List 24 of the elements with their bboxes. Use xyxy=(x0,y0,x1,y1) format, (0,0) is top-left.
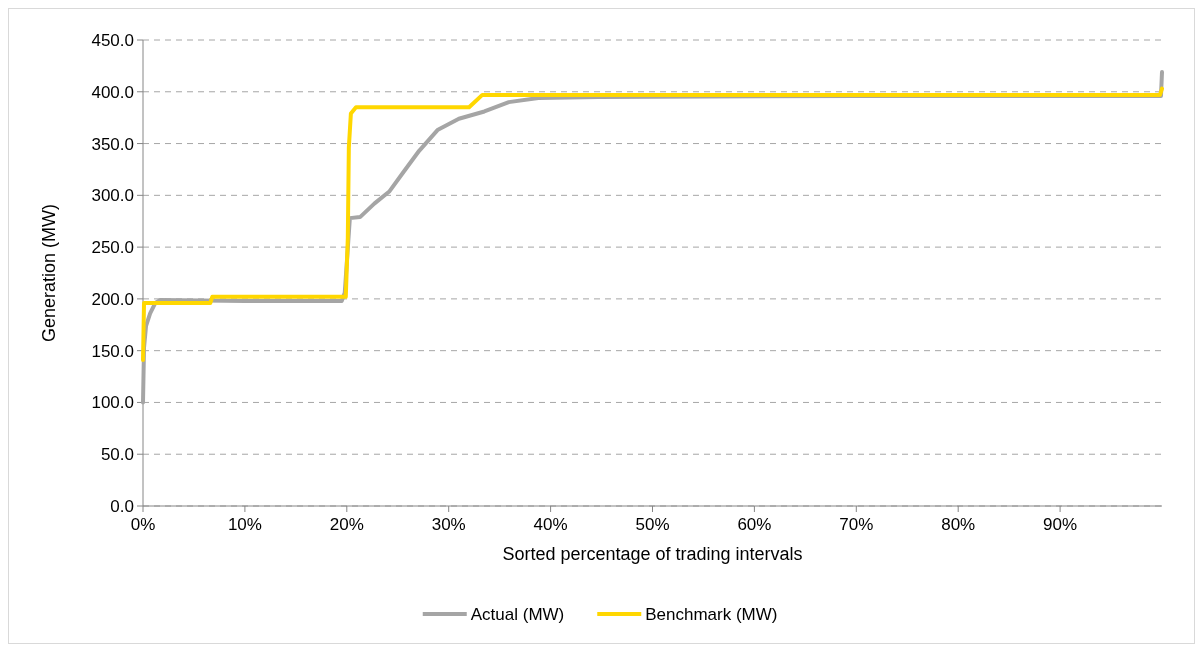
x-tick-label: 80% xyxy=(941,515,976,534)
x-tick-label: 10% xyxy=(227,515,262,534)
x-tick-label: 30% xyxy=(431,515,466,534)
x-axis-title: Sorted percentage of trading intervals xyxy=(502,544,803,564)
y-axis-title: Generation (MW) xyxy=(39,203,59,343)
y-tick-label: 450.0 xyxy=(91,30,134,50)
y-tick-label: 250.0 xyxy=(91,238,134,258)
x-tick-label: 0% xyxy=(130,515,156,534)
legend-label: Actual (MW) xyxy=(470,605,565,624)
y-tick-label: 50.0 xyxy=(100,445,134,465)
x-tick-label: 60% xyxy=(737,515,772,534)
x-tick-label: 20% xyxy=(329,515,364,534)
y-tick-label: 0.0 xyxy=(110,496,134,516)
y-tick-label: 400.0 xyxy=(91,82,134,102)
legend-label: Benchmark (MW) xyxy=(645,605,778,624)
x-tick-label: 70% xyxy=(839,515,874,534)
x-tick-label: 40% xyxy=(533,515,568,534)
y-tick-label: 300.0 xyxy=(91,186,134,206)
y-tick-label: 350.0 xyxy=(91,134,134,154)
y-tick-label: 150.0 xyxy=(91,341,134,361)
y-tick-label: 200.0 xyxy=(91,289,134,309)
x-tick-label: 90% xyxy=(1043,515,1078,534)
y-tick-label: 100.0 xyxy=(91,393,134,413)
x-tick-label: 50% xyxy=(635,515,670,534)
